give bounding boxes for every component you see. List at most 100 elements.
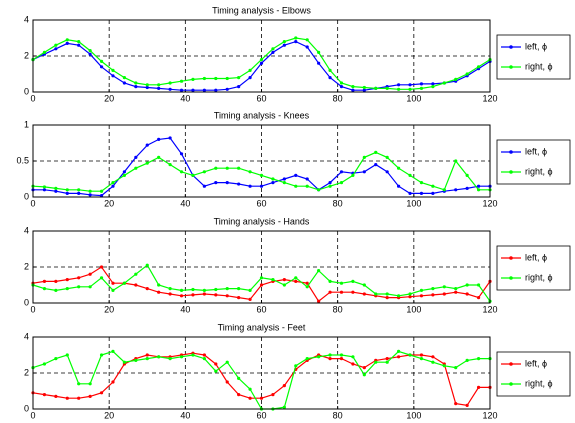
y-tick-label: 4 bbox=[24, 14, 29, 24]
point bbox=[431, 82, 435, 86]
point bbox=[397, 87, 401, 91]
point bbox=[42, 279, 47, 283]
y-tick-label: 0 bbox=[24, 191, 29, 201]
point bbox=[431, 355, 435, 359]
point bbox=[111, 380, 115, 384]
point bbox=[237, 166, 241, 170]
x-tick-label: 100 bbox=[406, 198, 421, 208]
point bbox=[179, 79, 184, 83]
point bbox=[328, 279, 332, 283]
point bbox=[225, 380, 229, 384]
point bbox=[77, 40, 81, 44]
point bbox=[442, 81, 446, 85]
legend-label: left, ϕ bbox=[525, 146, 547, 156]
point bbox=[476, 184, 481, 188]
point bbox=[111, 74, 115, 78]
x-tick-label: 0 bbox=[30, 198, 35, 208]
point bbox=[476, 296, 481, 300]
legend-marker bbox=[509, 362, 513, 366]
point bbox=[442, 292, 446, 296]
point bbox=[271, 278, 275, 282]
point bbox=[237, 376, 241, 380]
point bbox=[397, 355, 401, 359]
point bbox=[305, 45, 309, 49]
point bbox=[408, 173, 412, 177]
point bbox=[328, 184, 332, 188]
point bbox=[145, 83, 149, 87]
point bbox=[42, 50, 47, 55]
legend-label: right, ϕ bbox=[525, 378, 553, 388]
point bbox=[225, 294, 229, 298]
point bbox=[431, 191, 435, 195]
point bbox=[374, 163, 378, 167]
legend-box bbox=[496, 351, 571, 397]
point bbox=[77, 396, 81, 400]
point bbox=[77, 285, 81, 289]
point bbox=[54, 357, 58, 361]
point bbox=[248, 170, 252, 174]
point bbox=[271, 47, 275, 51]
point bbox=[476, 385, 481, 389]
legend-marker bbox=[509, 65, 513, 69]
x-tick-label: 80 bbox=[333, 304, 343, 314]
point bbox=[54, 186, 58, 190]
point bbox=[77, 43, 81, 47]
point bbox=[99, 189, 104, 193]
point bbox=[397, 184, 401, 188]
point bbox=[351, 362, 355, 366]
point bbox=[476, 65, 481, 69]
x-tick-label: 120 bbox=[482, 198, 497, 208]
point bbox=[454, 402, 458, 406]
x-tick-label: 80 bbox=[333, 410, 343, 420]
x-tick-label: 100 bbox=[406, 304, 421, 314]
point bbox=[328, 68, 332, 72]
point bbox=[385, 170, 389, 174]
point bbox=[282, 43, 286, 47]
x-tick-label: 60 bbox=[256, 410, 266, 420]
point bbox=[408, 295, 412, 299]
x-tick-label: 60 bbox=[256, 93, 266, 103]
point bbox=[419, 353, 424, 357]
point bbox=[454, 290, 458, 294]
point bbox=[42, 287, 47, 291]
point bbox=[179, 355, 184, 359]
point bbox=[465, 292, 469, 296]
point bbox=[317, 188, 321, 192]
point bbox=[476, 283, 481, 287]
point bbox=[385, 155, 389, 159]
point bbox=[305, 281, 309, 285]
point bbox=[65, 191, 69, 195]
plot-frame bbox=[32, 19, 491, 93]
legend-label: right, ϕ bbox=[525, 166, 553, 176]
point bbox=[111, 349, 115, 353]
point bbox=[339, 353, 344, 357]
point bbox=[465, 403, 469, 407]
point bbox=[305, 184, 309, 188]
point bbox=[282, 177, 286, 181]
point bbox=[282, 405, 286, 409]
point bbox=[88, 193, 92, 197]
x-tick-label: 20 bbox=[104, 304, 114, 314]
point bbox=[54, 394, 58, 398]
point bbox=[157, 137, 161, 141]
plot-frame bbox=[32, 230, 491, 304]
point bbox=[157, 283, 161, 287]
point bbox=[317, 61, 321, 65]
point bbox=[408, 191, 412, 195]
point bbox=[179, 288, 184, 292]
point bbox=[134, 155, 138, 159]
point bbox=[271, 50, 275, 55]
point bbox=[385, 357, 389, 361]
point bbox=[317, 50, 321, 55]
point bbox=[294, 36, 298, 40]
legend-label: left, ϕ bbox=[525, 41, 547, 51]
point bbox=[54, 288, 58, 292]
point bbox=[202, 288, 206, 292]
point bbox=[419, 86, 424, 90]
point bbox=[454, 287, 458, 291]
point bbox=[65, 41, 69, 46]
point bbox=[99, 353, 104, 357]
point bbox=[214, 76, 218, 81]
point bbox=[157, 290, 161, 294]
point bbox=[214, 181, 218, 185]
